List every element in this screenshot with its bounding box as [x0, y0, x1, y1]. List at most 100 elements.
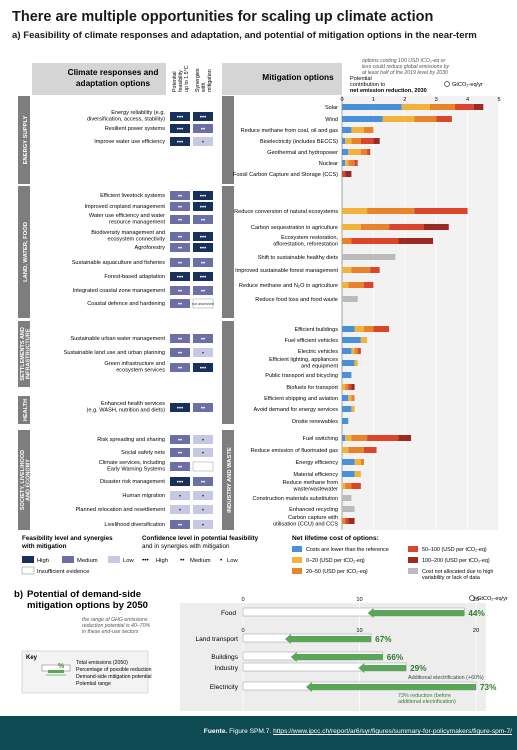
mitigation-row: Fossil Carbon Capture and Storage (CCS): [233, 171, 352, 178]
mitigation-row: Construction materials substitution: [253, 495, 352, 502]
mitigation-label-2: utilisation (CCU) and CCS: [273, 522, 338, 528]
confidence-medium-label: Medium: [190, 558, 211, 564]
confidence-medium-dots: ••: [180, 557, 185, 564]
legend-insufficient-label: Insufficient evidence: [37, 569, 89, 575]
demand-percent: 73%: [480, 683, 497, 692]
adaptation-label: Risk spreading and sharing: [97, 437, 165, 443]
legend-swatch-high: [22, 556, 34, 563]
mitigation-label: Public transport and bicycling: [265, 373, 338, 379]
bar-segment: [423, 224, 449, 230]
figure-canvas: Climate responses and adaptation options…: [14, 58, 508, 711]
cost-legend-item: Costs are lower than the reference: [292, 546, 389, 553]
mitigation-label: Material efficiency: [293, 472, 338, 478]
demand-tick-label: 0: [241, 597, 244, 603]
demand-potential-arrow: [358, 663, 407, 673]
synergy-confidence: ••: [201, 126, 205, 133]
bar-segment: [354, 326, 364, 332]
adaptation-row: Coastal defence and hardening •• not asses…: [87, 298, 214, 309]
synergy-cell: [193, 505, 213, 514]
bar-segment: [436, 116, 452, 122]
adaptation-row: Risk spreading and sharing •• •: [97, 435, 213, 444]
bar-segment: [398, 238, 434, 244]
unit-marker-icon: [444, 81, 450, 87]
feasibility-confidence: ••: [178, 245, 182, 252]
mitigation-row: Nuclear: [319, 160, 358, 167]
bar-segment: [342, 171, 346, 177]
feasibility-confidence: ••: [178, 464, 182, 471]
synergy-confidence: •: [202, 522, 204, 529]
feasibility-cell: [170, 191, 190, 200]
bar-segment: [342, 348, 352, 354]
demand-category: Industry: [215, 665, 239, 672]
bar-segment: [342, 372, 352, 378]
cost-swatch: [292, 568, 302, 574]
mitigation-label: Efficient buildings: [295, 327, 339, 333]
bar-segment: [342, 518, 346, 524]
mit-sector-band-buildings: [222, 321, 234, 424]
mitigation-label: Geothermal and hydropower: [267, 150, 338, 156]
mitigation-row: Electric vehicles: [298, 348, 361, 355]
feasibility-col-header-1: Potential: [172, 71, 178, 92]
feasibility-confidence: •••: [177, 479, 184, 486]
adaptation-row: Agroforestry •• •••: [135, 243, 213, 252]
footer-label: Fuente.: [203, 728, 228, 735]
bar-segment: [342, 360, 355, 366]
mitigation-label: Fossil Carbon Capture and Storage (CCS): [233, 172, 338, 178]
mitigation-row: Bioelectricity (includes BECCS): [260, 138, 380, 145]
section-a-heading: Feasibility of climate responses and ada…: [23, 30, 477, 41]
synergy-col-header-3: mitigation: [207, 69, 213, 92]
adaptation-label-2: resource management: [109, 220, 165, 226]
bar-segment: [414, 116, 437, 122]
mitigation-label: Reduce emission of fluorinated gas: [251, 448, 339, 454]
adaptation-label: Energy reliability (e.g.: [111, 110, 165, 116]
bar-segment: [351, 267, 371, 273]
feasibility-confidence: •: [179, 493, 181, 500]
mitigation-row: Reduce food loss and food waste: [255, 296, 358, 303]
cost-label: 50–100 (USD per tCO₂-eq): [422, 547, 487, 553]
section-b-title-2: mitigation options by 2050: [27, 600, 148, 611]
bar-segment: [345, 518, 349, 524]
key-item-2: Percentage of possible reduction: [76, 667, 152, 673]
bar-segment: [351, 395, 355, 401]
mitigation-label: Fuel efficient vehicles: [285, 338, 339, 344]
section-a-title: a) Feasibility of climate responses and …: [12, 30, 477, 41]
sector-band: [18, 396, 30, 424]
synergy-confidence: •••: [200, 114, 207, 121]
mitigation-label: Efficient lighting, appliances: [269, 357, 338, 363]
feasibility-confidence: ••: [178, 217, 182, 224]
adaptation-label: Sustainable land use and urban planning: [64, 350, 165, 356]
synergy-cell: [193, 286, 213, 295]
mitigation-row: Reduce emission of fluorinated gas: [251, 447, 377, 454]
synergy-confidence: •: [202, 139, 204, 146]
mitigation-note-2: less could reduce global emissions by: [362, 64, 449, 70]
adaptation-label-2: (e.g. WASH, nutrition and diets): [87, 408, 166, 414]
bar-segment: [354, 348, 358, 354]
bar-segment: [351, 483, 361, 489]
bar-segment: [342, 282, 349, 288]
mitigation-label: Reduce conversion of natural ecosystems: [234, 209, 338, 215]
synergy-confidence: •••: [200, 234, 207, 241]
mitigation-row: Energy efficiency: [296, 459, 364, 466]
confidence-low-label: Low: [227, 558, 238, 564]
key-item-1: Total emissions (2050): [76, 660, 128, 666]
adaptation-label: Improved cropland management: [84, 204, 165, 210]
mitigation-row: Onsite renewables: [292, 418, 349, 425]
adaptation-label: Green infrastructure and: [104, 361, 165, 367]
mitigation-row: Reduce methane and N₂O in agriculture: [239, 282, 374, 289]
feasibility-cell: [170, 491, 190, 500]
feasibility-legend-title-1: Feasibility level and synergies: [22, 535, 113, 542]
mitigation-row: Improved sustainable forest management: [235, 267, 380, 274]
mitigation-label: Bioelectricity (includes BECCS): [260, 139, 338, 145]
bar-segment: [354, 360, 358, 366]
demand-potential-arrow: [290, 652, 383, 662]
feasibility-cell: [170, 363, 190, 372]
bar-segment: [342, 238, 352, 244]
feasibility-cell: [170, 124, 190, 133]
mitigation-label: Shift to sustainable healthy diets: [258, 255, 338, 261]
synergy-confidence: •••: [200, 245, 207, 252]
bar-segment: [342, 104, 402, 110]
synergy-cell: [193, 124, 213, 133]
footer-link[interactable]: https://www.ipcc.ch/report/ar6/syr/figur…: [273, 728, 512, 735]
footer-bar: [0, 716, 517, 750]
